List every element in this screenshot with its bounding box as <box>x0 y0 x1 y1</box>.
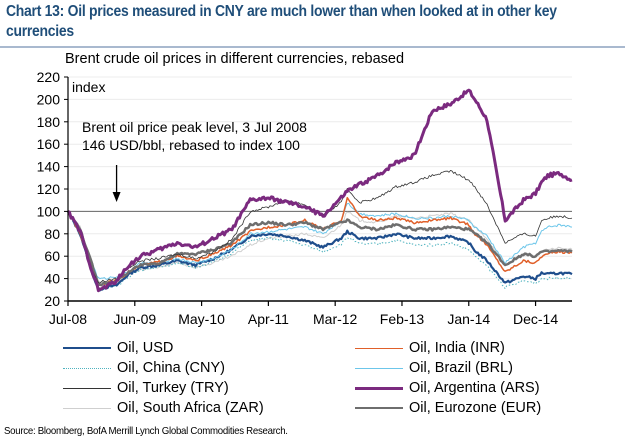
source-note: Source: Bloomberg, BofA Merrill Lynch Gl… <box>4 425 288 437</box>
legend-left-column: Oil, USD Oil, China (CNY) Oil, Turkey (TRY… <box>63 338 264 418</box>
legend-label: Oil, USD <box>117 340 174 356</box>
legend-swatch <box>355 407 403 409</box>
chart-subtitle: Brent crude oil prices in different curr… <box>65 51 405 67</box>
x-tick-label: May-10 <box>178 311 225 327</box>
legend-label: Oil, Eurozone (EUR) <box>409 400 542 416</box>
y-tick-label: 60 <box>44 248 60 264</box>
legend-item: Oil, South Africa (ZAR) <box>63 398 264 418</box>
legend-label: Oil, Brazil (BRL) <box>409 360 513 376</box>
series-line-oil-usd <box>67 210 573 292</box>
legend-swatch <box>63 347 111 349</box>
x-tick-label: Apr-11 <box>248 311 289 327</box>
legend-item: Oil, Argentina (ARS) <box>355 378 541 398</box>
x-tick-label: Dec-14 <box>513 311 558 327</box>
y-tick-label: 220 <box>37 69 61 85</box>
legend-item: Oil, Turkey (TRY) <box>63 378 264 398</box>
annotation-arrow <box>112 165 121 202</box>
annotation-line-2: 146 USD/bbl, rebased to index 100 <box>82 137 300 153</box>
legend-swatch <box>355 367 403 369</box>
legend-item: Oil, USD <box>63 338 264 358</box>
legend-item: Oil, Brazil (BRL) <box>355 358 541 378</box>
legend-label: Oil, China (CNY) <box>117 360 225 376</box>
legend-item: Oil, China (CNY) <box>63 358 264 378</box>
series-line-oil-china-cny <box>67 211 573 292</box>
y-tick-label: 40 <box>44 271 60 287</box>
legend-item: Oil, Eurozone (EUR) <box>355 398 541 418</box>
series-line-oil-eurozone-eur <box>67 210 573 287</box>
legend-right-column: Oil, India (INR) Oil, Brazil (BRL) Oil, Ar… <box>355 338 541 418</box>
legend-swatch <box>355 386 403 390</box>
y-tick-label: 80 <box>44 226 60 242</box>
y-tick-label: 20 <box>44 293 60 309</box>
legend-label: Oil, India (INR) <box>409 340 505 356</box>
x-tick-label: Mar-12 <box>313 311 358 327</box>
x-tick-label: Feb-13 <box>380 311 425 327</box>
chart-title: Chart 13: Oil prices measured in CNY are… <box>6 3 557 40</box>
y-tick-label: 140 <box>37 159 61 175</box>
arrow-head <box>112 192 121 202</box>
legend-swatch <box>63 407 111 409</box>
y-tick-label: 100 <box>37 203 61 219</box>
x-tick-labels: Jul-08 Jun-09 May-10 Apr-11 Mar-12 Feb-13 Jan-… <box>49 311 558 327</box>
x-tick-label: Jul-08 <box>49 311 87 327</box>
title-divider <box>0 46 625 48</box>
legend-swatch <box>63 367 111 369</box>
legend-label: Oil, South Africa (ZAR) <box>117 400 264 416</box>
series-lines <box>67 88 573 293</box>
legend-swatch <box>355 347 403 349</box>
legend-label: Oil, Turkey (TRY) <box>117 380 229 396</box>
x-tick-label: Jan-14 <box>447 311 490 327</box>
y-tick-label: 120 <box>37 181 61 197</box>
y-axis-label: index <box>72 79 105 95</box>
axes <box>64 76 572 306</box>
annotation-line-1: Brent oil price peak level, 3 Jul 2008 <box>82 119 307 135</box>
legend-item: Oil, India (INR) <box>355 338 541 358</box>
legend-swatch <box>63 387 111 389</box>
series-line-oil-argentina-ars <box>67 88 573 293</box>
y-tick-label: 200 <box>37 91 61 107</box>
legend-label: Oil, Argentina (ARS) <box>409 380 540 396</box>
y-tick-labels: 20 40 60 80 100 120 140 160 180 200 220 <box>37 69 61 309</box>
y-tick-label: 180 <box>37 114 61 130</box>
y-tick-label: 160 <box>37 136 61 152</box>
x-tick-label: Jun-09 <box>113 311 156 327</box>
